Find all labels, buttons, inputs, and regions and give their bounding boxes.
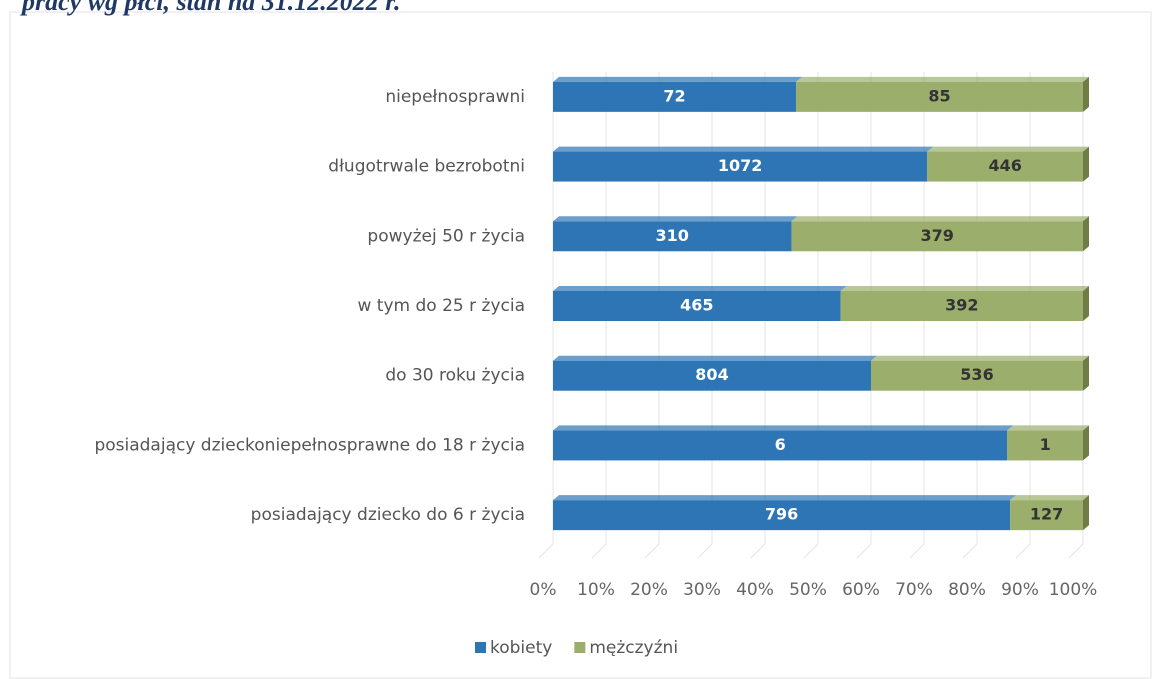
legend-label: kobiety bbox=[490, 638, 552, 658]
bar-side bbox=[1083, 216, 1089, 252]
bar-top bbox=[1007, 425, 1089, 431]
legend-label: mężczyźni bbox=[589, 638, 678, 658]
legend-swatch bbox=[475, 642, 486, 653]
bar bbox=[1007, 430, 1083, 461]
bar bbox=[553, 500, 1011, 531]
grid-floor bbox=[962, 543, 978, 559]
data-label: 1072 bbox=[718, 156, 763, 175]
chart-frame bbox=[9, 11, 1152, 679]
grid-floor bbox=[538, 543, 554, 559]
chart-title: pracy wg płci, stan na 31.12.2022 r. bbox=[20, 0, 400, 16]
category-label: posiadający dzieckoniepełnosprawne do 18… bbox=[94, 435, 525, 455]
bar bbox=[927, 151, 1083, 182]
grid-floor bbox=[591, 543, 607, 559]
legend-swatch bbox=[574, 642, 586, 653]
bar bbox=[553, 291, 841, 321]
category-label: powyżej 50 r życia bbox=[367, 226, 525, 246]
bar bbox=[796, 81, 1083, 112]
bar-top bbox=[553, 495, 1017, 501]
bar-top bbox=[1010, 495, 1089, 501]
bar-side bbox=[1083, 495, 1089, 531]
bar-top bbox=[553, 216, 798, 222]
bar bbox=[553, 430, 1008, 461]
x-tick-label: 90% bbox=[1001, 580, 1039, 600]
grid-floor bbox=[1068, 543, 1084, 559]
grid-floor bbox=[856, 543, 872, 559]
bar bbox=[553, 81, 797, 112]
data-label: 1 bbox=[1040, 435, 1051, 454]
grid-floor bbox=[803, 543, 819, 559]
data-label: 392 bbox=[945, 296, 978, 315]
x-tick-label: 60% bbox=[842, 580, 880, 600]
grid-floor bbox=[644, 543, 660, 559]
data-label: 85 bbox=[928, 86, 950, 105]
data-label: 804 bbox=[695, 365, 728, 384]
bar-top bbox=[871, 355, 1089, 361]
grid-floor bbox=[909, 543, 925, 559]
x-tick-label: 10% bbox=[577, 580, 615, 600]
bar bbox=[840, 291, 1083, 321]
bar bbox=[553, 221, 792, 252]
bar bbox=[791, 221, 1083, 252]
x-tick-label: 50% bbox=[789, 580, 827, 600]
x-tick-label: 100% bbox=[1049, 580, 1098, 600]
x-tick-label: 0% bbox=[530, 580, 557, 600]
data-label: 446 bbox=[988, 156, 1021, 175]
data-label: 310 bbox=[656, 226, 689, 245]
bar-top bbox=[791, 216, 1089, 222]
category-label: posiadający dziecko do 6 r życia bbox=[251, 505, 525, 525]
data-label: 127 bbox=[1030, 505, 1063, 524]
bar-side bbox=[1083, 425, 1089, 461]
category-label: niepełnosprawni bbox=[385, 87, 525, 107]
data-label: 465 bbox=[680, 296, 713, 315]
bar-side bbox=[1083, 146, 1089, 182]
category-label: długotrwale bezrobotni bbox=[328, 157, 525, 177]
data-label: 796 bbox=[765, 505, 798, 524]
bar bbox=[553, 151, 928, 182]
bar-top bbox=[927, 146, 1089, 152]
bar-side bbox=[1083, 355, 1089, 391]
grid-floor bbox=[750, 543, 766, 559]
bar-side bbox=[1083, 286, 1089, 321]
bar-top bbox=[796, 76, 1089, 82]
data-label: 536 bbox=[960, 365, 993, 384]
bar-top bbox=[553, 146, 934, 152]
grid-floor bbox=[697, 543, 713, 559]
x-tick-label: 20% bbox=[630, 580, 668, 600]
bar bbox=[1010, 500, 1083, 531]
bar-top bbox=[553, 355, 877, 361]
data-label: 6 bbox=[775, 435, 786, 454]
bar bbox=[553, 360, 871, 391]
data-label: 72 bbox=[663, 86, 685, 105]
bar-side bbox=[1083, 76, 1089, 112]
data-label: 379 bbox=[921, 226, 954, 245]
x-tick-label: 40% bbox=[736, 580, 774, 600]
category-label: do 30 roku życia bbox=[385, 366, 525, 386]
category-label: w tym do 25 r życia bbox=[358, 296, 526, 316]
grid-floor bbox=[1015, 543, 1031, 559]
bar-top bbox=[553, 76, 803, 82]
x-tick-label: 80% bbox=[948, 580, 986, 600]
bar-top bbox=[553, 286, 847, 291]
bar bbox=[871, 360, 1083, 391]
x-tick-label: 70% bbox=[895, 580, 933, 600]
bar-top bbox=[840, 286, 1089, 291]
x-tick-label: 30% bbox=[683, 580, 721, 600]
bar-top bbox=[553, 425, 1014, 431]
